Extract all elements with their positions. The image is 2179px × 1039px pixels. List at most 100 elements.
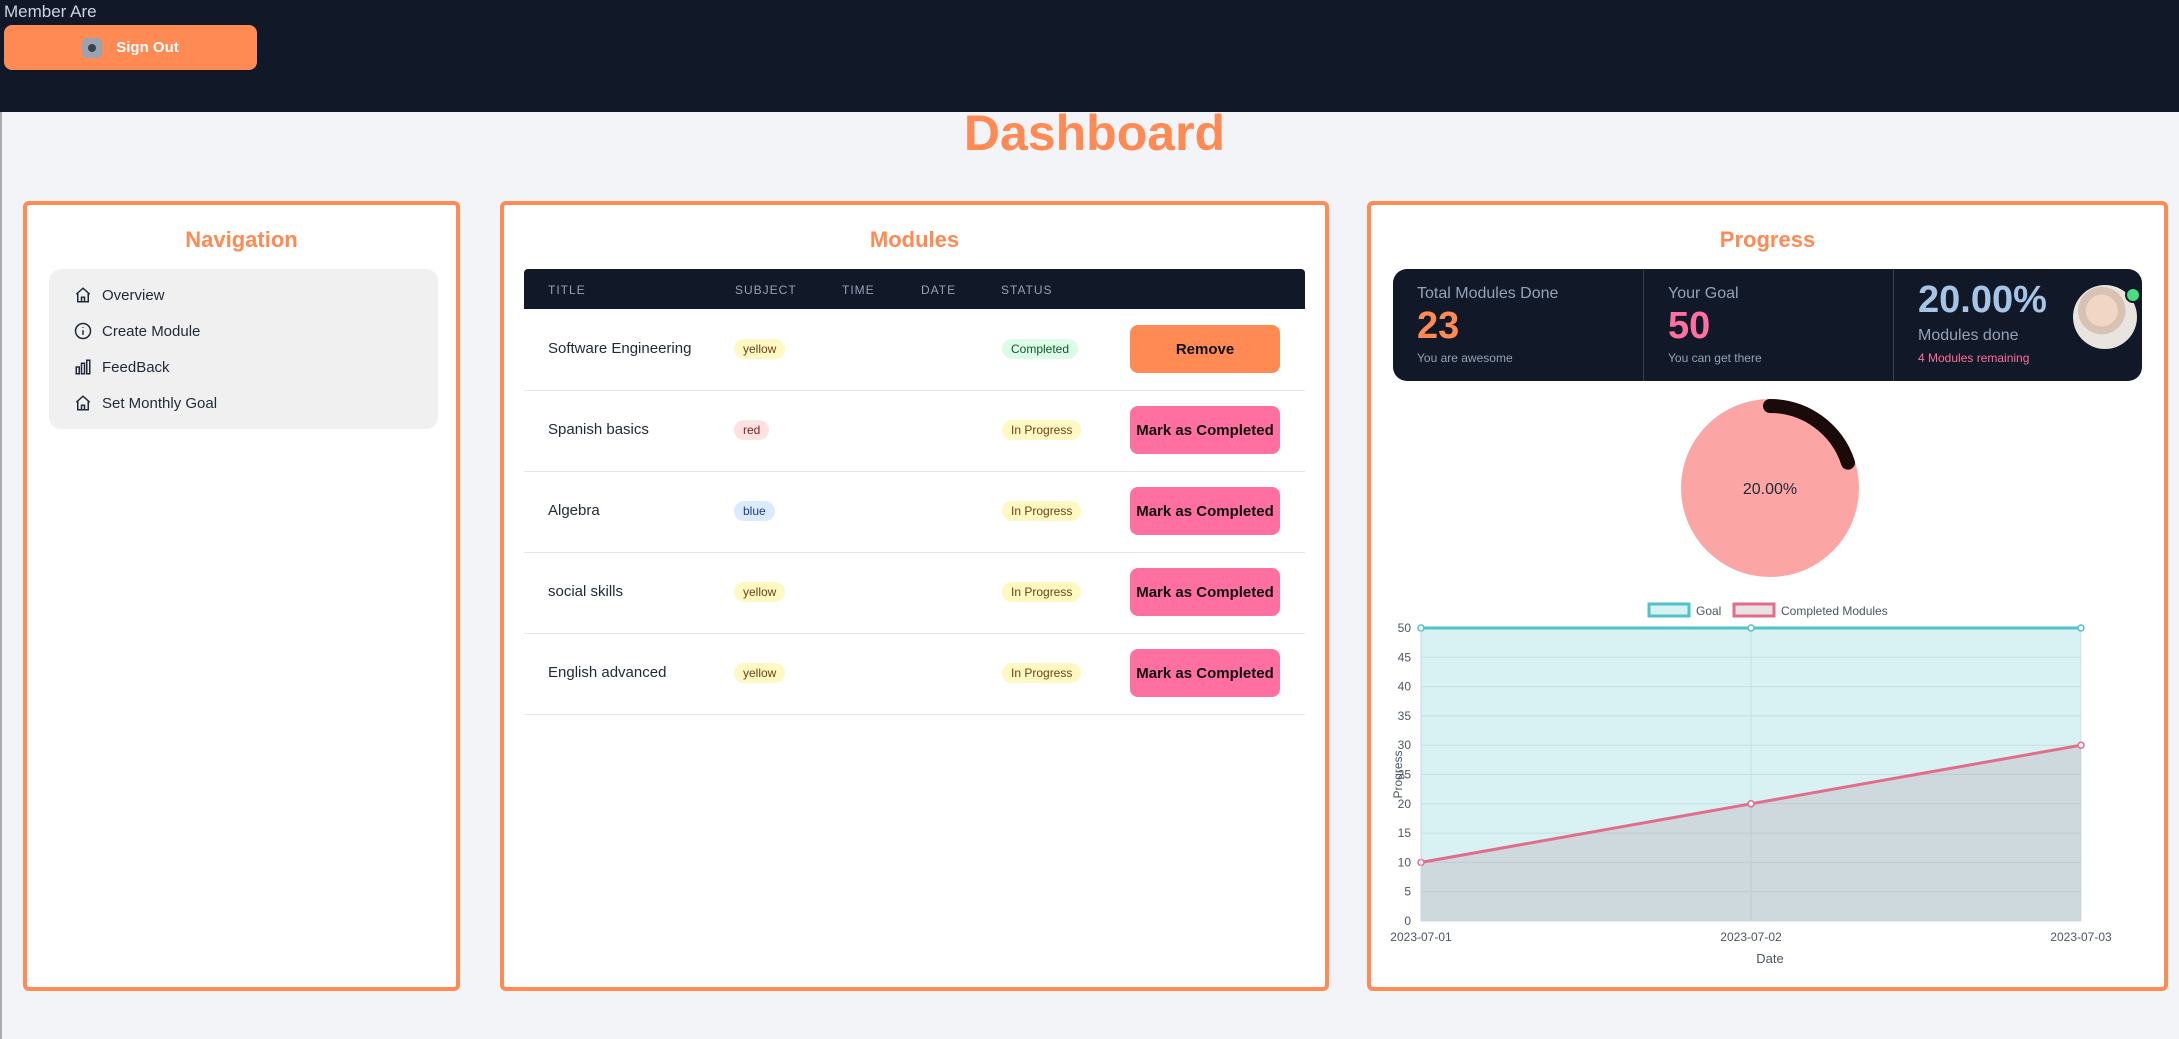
top-bar: Member Are Sign Out: [0, 0, 2179, 112]
bar-chart-icon: [75, 359, 91, 375]
data-point: [2077, 741, 2085, 749]
table-row: Algebra blue In Progress Mark as Complet…: [524, 471, 1305, 553]
subject-badge: red: [734, 420, 770, 440]
info-icon: [74, 322, 92, 340]
table-row: English advanced yellow In Progress Mark…: [524, 633, 1305, 715]
donut-completed-arc: [1763, 399, 1855, 470]
x-tick-label: 2023-07-01: [1390, 930, 1452, 944]
subject-badge: yellow: [734, 663, 786, 683]
legend-swatch: [1732, 602, 1776, 618]
modules-title: Modules: [869, 227, 960, 252]
table-row: social skills yellow In Progress Mark as…: [524, 552, 1305, 634]
status-badge: In Progress: [1002, 582, 1082, 602]
subject-badge: yellow: [734, 582, 786, 602]
stat-percent-done: 20.00% Modules done 4 Modules remaining: [1893, 269, 2142, 381]
column-header-date: DATE: [921, 283, 957, 297]
window-edge: [0, 112, 2, 1039]
nav-item-overview[interactable]: Overview: [74, 283, 165, 307]
stat-total-modules: Total Modules Done 23 You are awesome: [1393, 269, 1643, 381]
subject-badge: yellow: [734, 339, 786, 359]
online-status-icon: [2125, 287, 2141, 303]
y-tick-label: 0: [1404, 914, 1411, 928]
member-area-label: Member Are: [4, 2, 97, 21]
data-point: [2077, 624, 2085, 632]
legend-swatch: [1647, 602, 1691, 618]
progress-title: Progress: [1719, 227, 1816, 252]
data-point: [1747, 624, 1755, 632]
y-tick-label: 15: [1398, 826, 1412, 840]
y-tick-label: 45: [1398, 650, 1412, 664]
nav-item-set-monthly-goal[interactable]: Set Monthly Goal: [74, 391, 217, 415]
y-tick-label: 20: [1398, 797, 1412, 811]
x-tick-label: 2023-07-02: [1720, 930, 1782, 944]
stats-panel: Total Modules Done 23 You are awesome Yo…: [1393, 269, 2142, 381]
subject-badge: blue: [734, 501, 775, 521]
modules-table-header: TITLE SUBJECT TIME DATE STATUS: [524, 269, 1305, 309]
y-tick-label: 35: [1398, 709, 1412, 723]
stat-subtext: 4 Modules remaining: [1918, 351, 2030, 365]
stat-subtext: You can get there: [1668, 351, 1762, 365]
donut-remaining-slice: [1681, 399, 1859, 577]
nav-item-feedback[interactable]: FeedBack: [74, 355, 170, 379]
navigation-card: Navigation Overview Create Module FeedBa…: [23, 201, 460, 991]
table-row: Software Engineering yellow Completed Re…: [524, 309, 1305, 391]
x-tick-label: 2023-07-03: [2050, 930, 2112, 944]
navigation-menu: Overview Create Module FeedBack Set Mont…: [49, 269, 438, 429]
column-header-subject: SUBJECT: [735, 283, 797, 297]
nav-item-label: FeedBack: [102, 358, 170, 376]
status-badge: In Progress: [1002, 420, 1082, 440]
x-axis-title: Date: [1756, 951, 1783, 966]
stat-value: 23: [1417, 305, 1460, 347]
page-title: Dashboard: [963, 105, 1226, 161]
y-tick-label: 5: [1404, 885, 1411, 899]
y-axis-title: Progress: [1391, 750, 1405, 798]
navigation-title: Navigation: [185, 227, 298, 252]
nav-item-create-module[interactable]: Create Module: [74, 319, 200, 343]
sign-out-button[interactable]: Sign Out: [4, 25, 257, 70]
nav-item-label: Create Module: [102, 322, 201, 340]
remove-button[interactable]: Remove: [1130, 325, 1280, 373]
mark-completed-button[interactable]: Mark as Completed: [1130, 406, 1280, 454]
stat-label: Total Modules Done: [1417, 285, 1559, 302]
home-icon: [75, 287, 91, 303]
mark-completed-button[interactable]: Mark as Completed: [1130, 568, 1280, 616]
progress-card: Progress Total Modules Done 23 You are a…: [1367, 201, 2168, 991]
module-title: Algebra: [548, 502, 600, 519]
table-row: Spanish basics red In Progress Mark as C…: [524, 390, 1305, 472]
status-badge: In Progress: [1002, 501, 1082, 521]
y-tick-label: 30: [1398, 738, 1412, 752]
module-title: English advanced: [548, 664, 667, 681]
status-badge: Completed: [1002, 339, 1079, 359]
series-area-goal: [1421, 628, 2081, 921]
modules-card: Modules TITLE SUBJECT TIME DATE STATUS S…: [500, 201, 1329, 991]
user-avatar-icon: [82, 37, 103, 58]
mark-completed-button[interactable]: Mark as Completed: [1130, 487, 1280, 535]
module-title: Spanish basics: [548, 421, 649, 438]
y-tick-label: 25: [1398, 768, 1412, 782]
series-area-completed: [1421, 745, 2081, 921]
stat-label: Modules done: [1918, 327, 2019, 344]
progress-line-chart: 0 5 10 15 20 25 30 35 40 45 50 2023-07-01 2023-07-02…: [1390, 602, 2112, 966]
column-header-title: TITLE: [548, 283, 586, 297]
y-tick-label: 50: [1398, 621, 1412, 635]
stat-value: 20.00%: [1918, 279, 2047, 321]
legend-label: Goal: [1696, 604, 1721, 618]
stat-subtext: You are awesome: [1417, 351, 1513, 365]
status-badge: In Progress: [1002, 663, 1082, 683]
data-point: [1747, 800, 1755, 808]
home-icon: [75, 395, 91, 411]
stat-value: 50: [1668, 305, 1711, 347]
progress-donut: 20.00%: [1681, 399, 1859, 577]
y-tick-label: 10: [1398, 855, 1412, 869]
column-header-time: TIME: [842, 283, 875, 297]
mark-completed-button[interactable]: Mark as Completed: [1130, 649, 1280, 697]
module-title: Software Engineering: [548, 340, 692, 357]
stat-label: Your Goal: [1668, 285, 1739, 302]
legend-label: Completed Modules: [1781, 604, 1888, 618]
sign-out-label: Sign Out: [116, 39, 179, 56]
nav-item-label: Set Monthly Goal: [102, 394, 218, 412]
stat-goal: Your Goal 50 You can get there: [1643, 269, 1893, 381]
nav-item-label: Overview: [102, 286, 165, 304]
module-title: social skills: [548, 583, 624, 600]
y-tick-label: 40: [1398, 680, 1412, 694]
